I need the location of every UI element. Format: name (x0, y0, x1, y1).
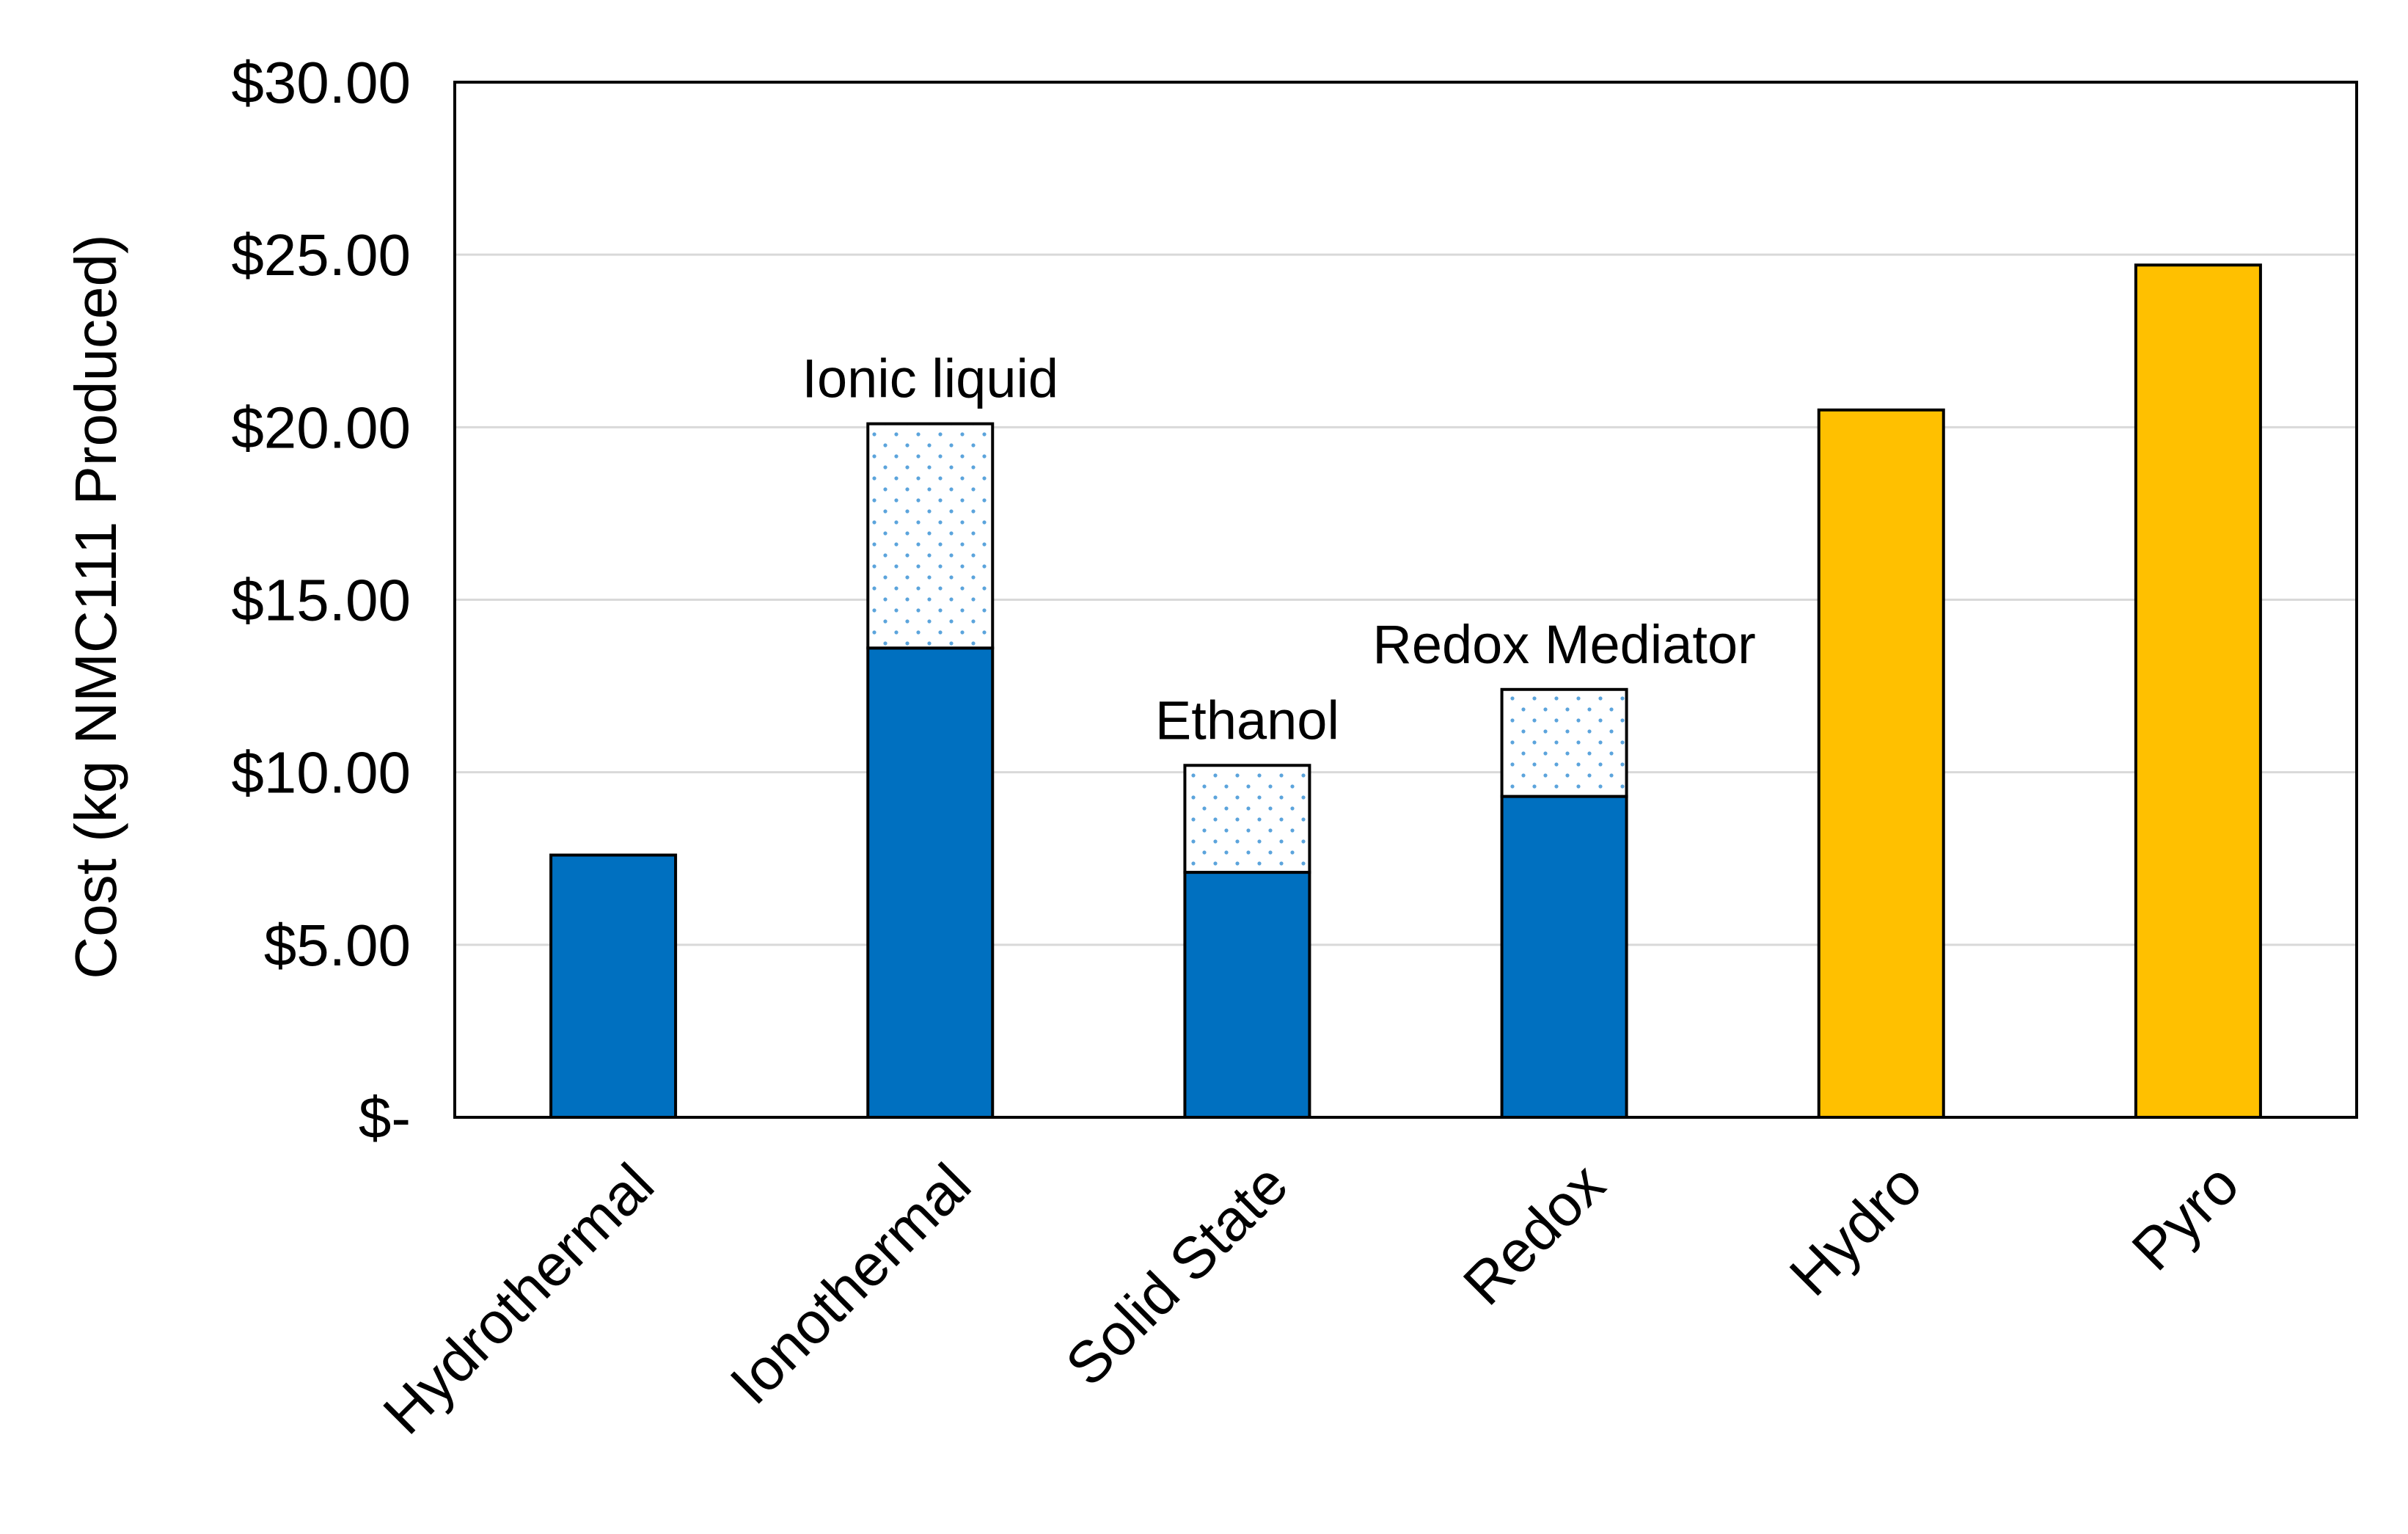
gridlines (455, 253, 2357, 946)
bar-base (1183, 871, 1311, 1120)
y-tick-label: $5.00 (264, 913, 411, 978)
x-tick-label: Redox (1451, 1151, 1617, 1317)
y-tick-label: $15.00 (231, 568, 411, 633)
annotations: Ionic liquid Ethanol Redox Mediator (802, 348, 1755, 751)
x-tick-label: Ionothermal (718, 1151, 984, 1417)
plot-area-frame (453, 81, 2358, 1119)
annotation-label: Ethanol (1155, 690, 1339, 750)
annotation-label: Ionic liquid (802, 348, 1058, 409)
annotation-label: Redox Mediator (1372, 614, 1755, 675)
y-tick-label: $- (359, 1085, 411, 1150)
bar-base (549, 853, 678, 1119)
x-tick-label: Hydro (1777, 1151, 1934, 1308)
x-tick-label: Solid State (1053, 1151, 1300, 1398)
y-tick-label: $10.00 (231, 740, 411, 806)
bars (549, 263, 2262, 1120)
bar-solvent (1183, 764, 1311, 874)
x-axis-ticks: Hydrothermal Ionothermal Solid State Redox H… (371, 1151, 2251, 1446)
y-tick-label: $25.00 (231, 222, 411, 288)
bar-base (2134, 263, 2262, 1120)
bar-solvent (866, 422, 995, 650)
x-tick-label: Hydrothermal (371, 1151, 666, 1446)
y-axis-ticks: $- $5.00 $10.00 $15.00 $20.00 $25.00 $30.00 (231, 50, 411, 1150)
bar-base (1500, 795, 1628, 1119)
bar-solvent (1500, 687, 1628, 798)
y-axis-label: Cost (kg NMC111 Produced) (63, 234, 128, 979)
y-tick-label: $20.00 (231, 395, 411, 460)
bar-base (1817, 408, 1945, 1119)
bar-base (866, 646, 995, 1119)
y-tick-label: $30.00 (231, 50, 411, 115)
x-tick-label: Pyro (2120, 1151, 2251, 1282)
